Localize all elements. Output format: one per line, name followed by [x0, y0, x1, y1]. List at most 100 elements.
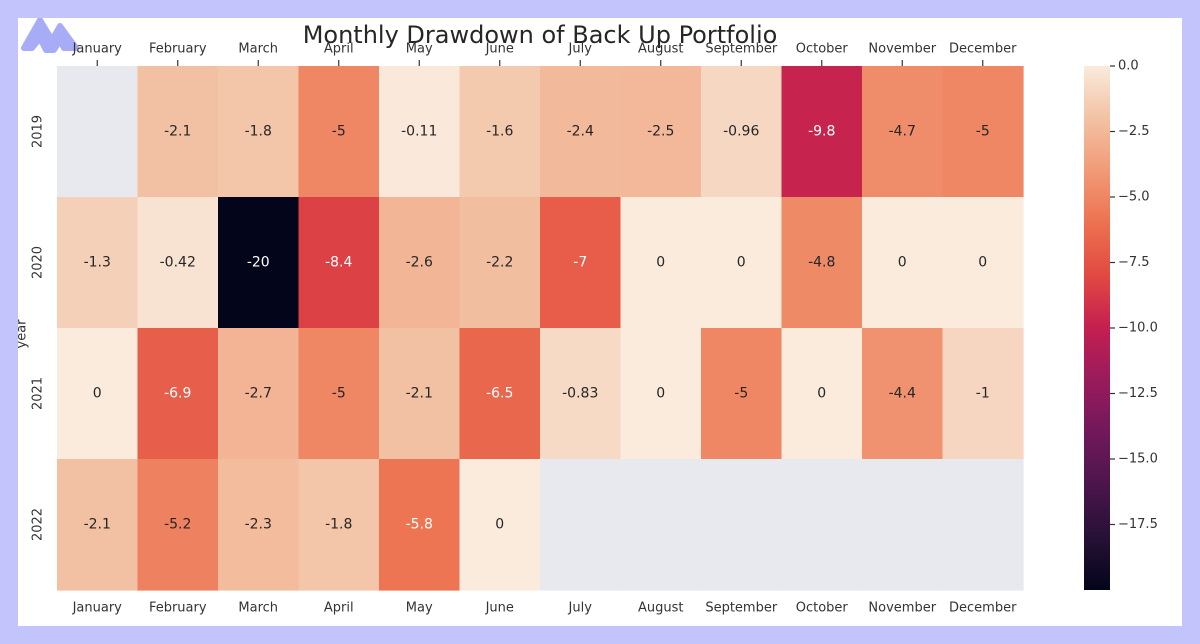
colorbar-tick-label: −2.5	[1118, 124, 1150, 139]
cell-value-label: -4.4	[889, 386, 916, 402]
cell-value-label: -6.5	[486, 386, 513, 402]
heatmap-cell	[298, 459, 380, 591]
cell-value-label: -2.6	[406, 255, 433, 271]
cell-value-label: -1.8	[325, 517, 352, 533]
bottom-tick-label: February	[149, 601, 207, 616]
heatmap-cell	[379, 197, 461, 329]
cell-value-label: -2.5	[647, 124, 674, 140]
top-tick-label: November	[868, 42, 936, 57]
top-tick-label: February	[149, 42, 207, 57]
chart-title: Monthly Drawdown of Back Up Portfolio	[303, 21, 778, 49]
heatmap-cell	[459, 197, 541, 329]
heatmap-cell	[57, 66, 139, 198]
heatmap-cell	[57, 459, 139, 591]
cell-value-label: 0	[817, 386, 826, 402]
heatmap-cell	[540, 197, 622, 329]
colorbar-tick-label: −12.5	[1118, 386, 1158, 401]
heatmap-cell	[218, 66, 300, 198]
y-axis-label: year	[18, 319, 30, 349]
heatmap-cell	[620, 197, 702, 329]
bottom-tick-label: July	[568, 601, 593, 616]
heatmap-cell	[862, 197, 944, 329]
cell-value-label: -5.8	[406, 517, 433, 533]
bottom-tick-label: March	[238, 601, 278, 616]
heatmap-cell	[620, 328, 702, 460]
cell-value-label: -8.4	[325, 255, 352, 271]
m-logo-icon	[21, 18, 79, 53]
y-tick-label: 2019	[31, 115, 46, 148]
cell-value-label: -0.83	[562, 386, 598, 402]
heatmap-chart: Monthly Drawdown of Back Up Portfolio -2…	[18, 21, 1158, 616]
cell-value-label: -0.11	[401, 124, 437, 140]
bottom-tick-label: November	[868, 601, 936, 616]
cell-value-label: -2.4	[567, 124, 594, 140]
heatmap-cell	[137, 459, 219, 591]
heatmap-cell	[781, 197, 863, 329]
cell-value-label: 0	[495, 517, 504, 533]
heatmap-cell	[862, 66, 944, 198]
y-axis: 2019 2020 2021 2022	[31, 115, 46, 541]
heatmap-cell	[379, 459, 461, 591]
cell-value-label: -1.3	[84, 255, 111, 271]
top-tick-label: December	[949, 42, 1017, 57]
cell-value-label: 0	[978, 255, 987, 271]
cell-value-label: 0	[93, 386, 102, 402]
heatmap-cell	[57, 328, 139, 460]
cell-value-label: -0.96	[723, 124, 759, 140]
heatmap-cell	[942, 328, 1024, 460]
heatmap-cell	[298, 197, 380, 329]
heatmap-cell	[781, 459, 863, 591]
heatmap-cell	[459, 66, 541, 198]
colorbar-tick-label: −5.0	[1118, 190, 1150, 205]
heatmap-cell	[701, 66, 783, 198]
top-tick-label: September	[705, 42, 778, 57]
heatmap-cell	[137, 197, 219, 329]
cell-value-label: 0	[898, 255, 907, 271]
bottom-tick-label: May	[406, 601, 433, 616]
colorbar	[1084, 66, 1110, 590]
y-tick-label: 2021	[31, 377, 46, 410]
cell-value-label: -1	[976, 386, 990, 402]
top-tick-label: May	[406, 42, 433, 57]
heatmap-cell	[459, 459, 541, 591]
heatmap-cell	[620, 459, 702, 591]
cell-value-label: -2.1	[164, 124, 191, 140]
top-tick-label: April	[324, 42, 354, 57]
bottom-x-axis: January February March April May June July Augu…	[72, 601, 1018, 616]
heatmap-cell	[942, 459, 1024, 591]
colorbar-tick-label: −7.5	[1118, 255, 1150, 270]
bottom-tick-label: August	[638, 601, 684, 616]
heatmap-cell	[942, 197, 1024, 329]
heatmap-cell	[379, 328, 461, 460]
cell-value-label: -9.8	[808, 124, 835, 140]
y-tick-label: 2020	[31, 246, 46, 279]
heatmap-cell	[218, 328, 300, 460]
cell-value-label: -2.3	[245, 517, 272, 533]
heatmap-cell	[298, 328, 380, 460]
cell-value-label: -2.1	[84, 517, 111, 533]
cell-value-label: -5	[332, 386, 346, 402]
colorbar-tick-label: 0.0	[1118, 59, 1139, 74]
cell-value-label: -0.42	[160, 255, 196, 271]
top-tick-label: July	[568, 42, 593, 57]
colorbar-ticks: 0.0 −2.5 −5.0 −7.5 −10.0 −12.5 −15.0 −17.5	[1110, 59, 1158, 532]
cell-value-label: -20	[247, 255, 270, 271]
cell-value-label: 0	[737, 255, 746, 271]
top-x-axis: January February March April May June July Augu…	[72, 42, 1017, 66]
cell-value-label: 0	[656, 255, 665, 271]
y-tick-label: 2022	[31, 508, 46, 541]
heatmap-cell	[218, 197, 300, 329]
heatmap-cell	[137, 328, 219, 460]
colorbar-tick-label: −10.0	[1118, 321, 1158, 336]
heatmap-cells: -2.1 -1.8 -5 -0.11 -1.6 -2.4 -2.5 -0.96 -9.8 -4.7…	[57, 66, 1024, 591]
colorbar-tick-label: −17.5	[1118, 517, 1158, 532]
cell-value-label: -7	[573, 255, 587, 271]
bottom-tick-label: December	[949, 601, 1017, 616]
cell-value-label: -1.8	[245, 124, 272, 140]
heatmap-cell	[701, 459, 783, 591]
heatmap-cell	[942, 66, 1024, 198]
cell-value-label: -5	[976, 124, 990, 140]
cell-value-label: -5	[332, 124, 346, 140]
top-tick-label: June	[485, 42, 514, 57]
cell-value-label: 0	[656, 386, 665, 402]
